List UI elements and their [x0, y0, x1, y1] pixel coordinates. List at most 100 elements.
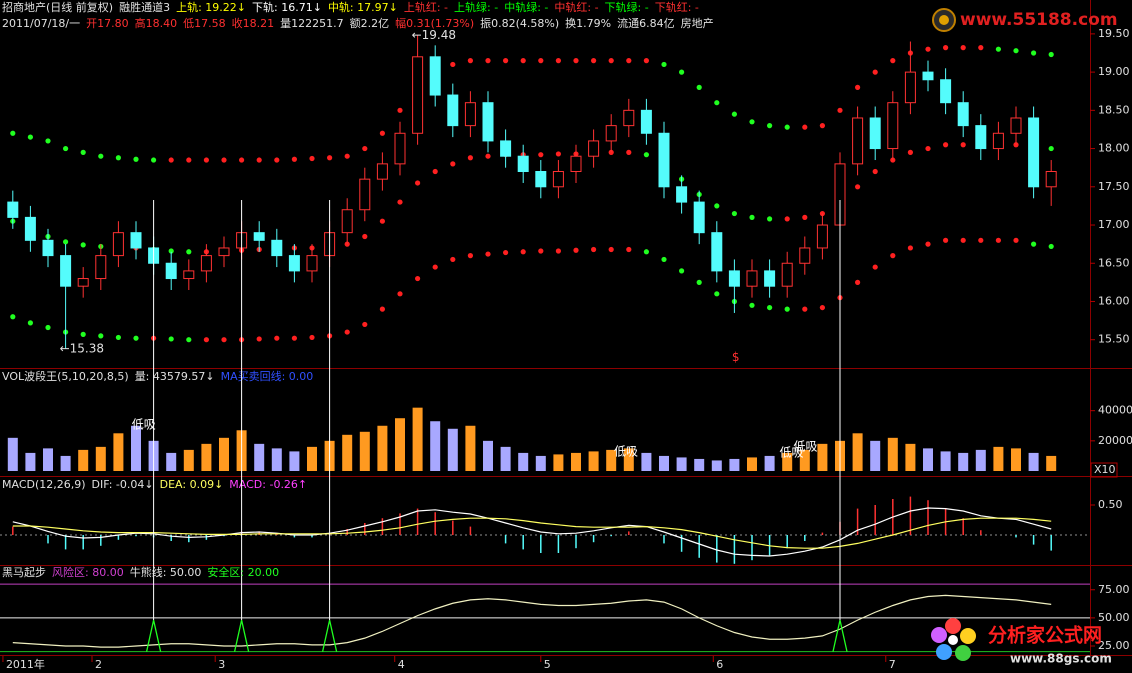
y-tick-label: 18.50 — [1098, 103, 1130, 116]
volume-bar — [870, 440, 881, 471]
macd-line — [12, 507, 1052, 557]
candle-body — [869, 117, 881, 150]
band-dot — [485, 251, 491, 257]
y-tick-label: 19.50 — [1098, 27, 1130, 40]
band-dot — [767, 123, 773, 129]
band-dot — [1048, 145, 1054, 152]
candle-body — [711, 232, 723, 272]
band-dot — [855, 279, 861, 285]
band-dot — [819, 123, 826, 129]
band-dot — [608, 58, 614, 64]
volume-bar — [747, 457, 757, 471]
legend-item: 下轨红: - — [655, 0, 699, 14]
band-dot — [168, 336, 174, 342]
band-dot — [151, 157, 157, 163]
candle-body — [1045, 171, 1057, 188]
band-dot — [98, 153, 104, 159]
volume-bar — [307, 446, 317, 471]
band-dot — [63, 145, 69, 152]
y-tick-label: 40000 — [1098, 404, 1132, 417]
y-tick-label: 18.00 — [1098, 142, 1130, 155]
candle-body — [7, 201, 19, 218]
volume-bar — [465, 425, 476, 471]
volume-bar — [958, 452, 969, 471]
band-dot — [731, 210, 738, 217]
band-dot — [925, 145, 931, 152]
candle-body — [447, 94, 459, 127]
band-dot — [784, 306, 790, 312]
y-tick-label: 0.50 — [1098, 498, 1123, 511]
band-dot — [661, 256, 667, 263]
volume-bar — [183, 449, 194, 471]
candle-body — [464, 102, 476, 127]
candle-body — [746, 270, 758, 287]
volume-bar — [430, 421, 441, 471]
candle-body — [904, 71, 916, 104]
candle-body — [517, 155, 529, 173]
candle-body — [359, 178, 371, 211]
logo-petal — [931, 627, 947, 643]
band-dot — [767, 216, 773, 222]
volume-bar — [676, 457, 687, 471]
band-dot — [573, 247, 579, 253]
band-dot — [80, 149, 86, 155]
band-dot — [450, 161, 456, 167]
band-dot — [520, 58, 526, 64]
candle-body — [1028, 117, 1040, 188]
band-dot — [467, 58, 473, 64]
band-dot — [802, 214, 808, 220]
legend-item: 下轨绿: - — [605, 0, 649, 14]
volume-bar — [975, 449, 986, 471]
band-dot — [432, 264, 438, 270]
candle-body — [887, 102, 899, 150]
band-dot — [591, 246, 597, 253]
band-dot — [27, 134, 33, 140]
band-dot — [696, 279, 702, 285]
candle-body — [130, 232, 142, 249]
candle-body — [429, 56, 441, 96]
indicator-line — [12, 594, 1052, 648]
candle-body — [552, 171, 564, 188]
candle-body — [640, 109, 652, 134]
legend-item: 中轨红: - — [554, 0, 598, 14]
volume-bar — [254, 443, 265, 471]
band-dot — [978, 45, 984, 51]
logo-text: www.55188.com — [960, 10, 1118, 30]
signal-spike — [321, 619, 338, 652]
volume-bar — [25, 452, 36, 471]
band-dot — [538, 58, 544, 64]
band-dot — [485, 153, 491, 159]
candle-body — [341, 209, 353, 234]
candle-body — [500, 140, 512, 157]
band-dot — [960, 45, 966, 51]
band-dot — [626, 149, 632, 155]
signal-spike — [233, 619, 250, 652]
candle-body — [200, 255, 212, 272]
band-dot — [309, 334, 315, 341]
volume-bar — [219, 437, 229, 471]
y-tick-label: 17.00 — [1098, 218, 1130, 231]
legend-item: 风险区: 80.00 — [52, 565, 124, 579]
band-dot — [819, 210, 826, 217]
band-dot — [450, 256, 456, 263]
legend-item: DEA: 0.09↓ — [160, 478, 224, 491]
x-tick-label: 5 — [544, 658, 551, 671]
candle-body — [42, 239, 54, 257]
annotation: 低吸 — [779, 445, 803, 459]
candle-body — [77, 278, 89, 287]
volume-bar — [711, 460, 722, 471]
volume-bar — [641, 452, 652, 471]
band-dot — [362, 145, 368, 152]
candle-body — [482, 102, 494, 142]
band-dot — [1013, 48, 1019, 54]
volume-bar — [588, 451, 599, 471]
band-dot — [485, 58, 491, 64]
volume-bar — [799, 449, 810, 471]
unit-label: X10 — [1094, 463, 1116, 476]
x-tick-label: 3 — [218, 658, 225, 671]
legend-item: 招商地产(日线 前复权) — [2, 0, 113, 14]
candle-body — [60, 255, 72, 287]
candle-body — [781, 262, 793, 287]
band-dot — [643, 249, 650, 255]
x-tick-label: 2011年 — [6, 657, 45, 671]
